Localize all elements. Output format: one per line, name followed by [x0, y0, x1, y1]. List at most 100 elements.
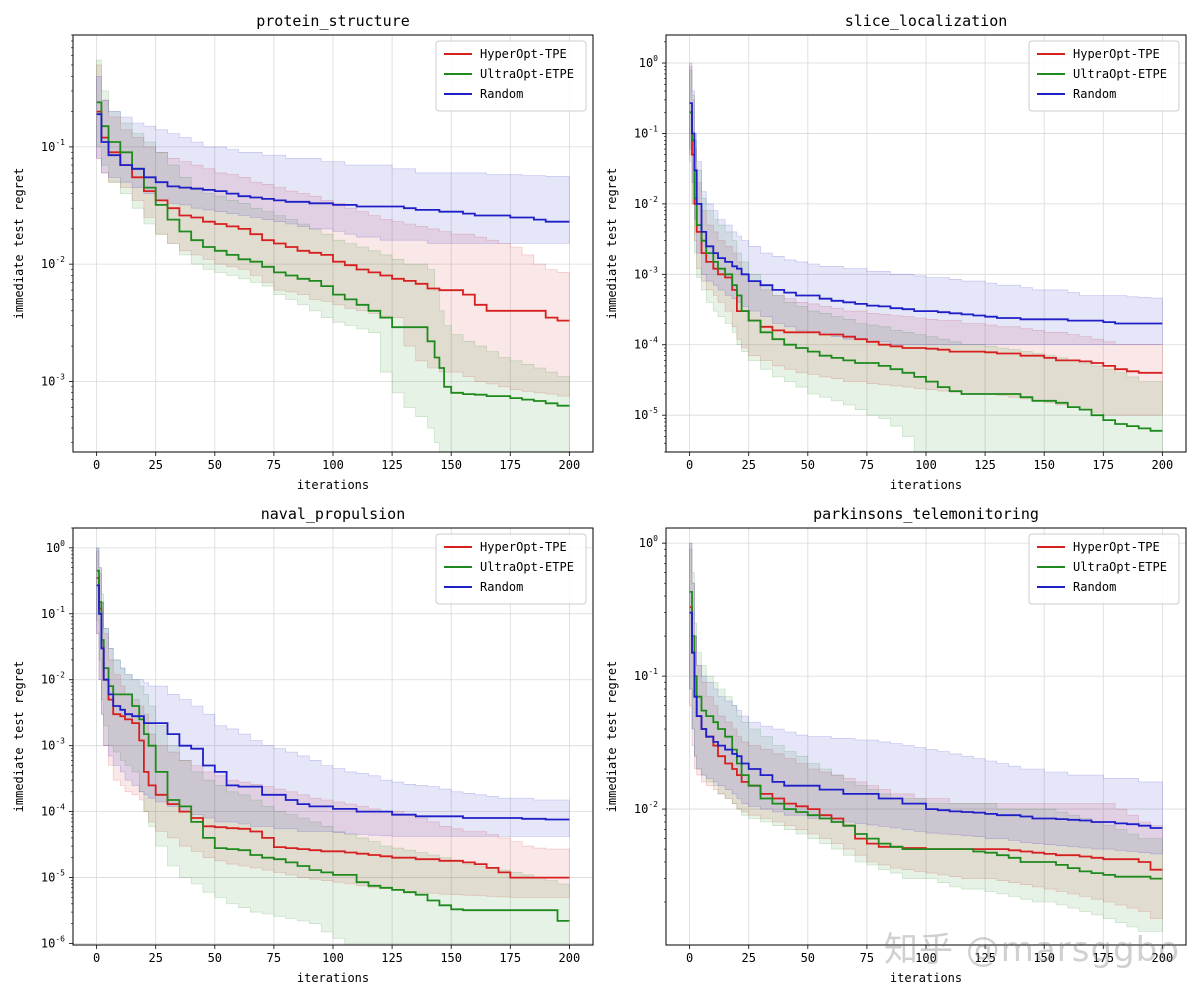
legend-label: HyperOpt-TPE [480, 540, 567, 554]
band-random [96, 76, 570, 244]
x-tick-label: 75 [267, 458, 281, 472]
plot-area [96, 59, 570, 452]
x-tick-label: 0 [686, 951, 693, 965]
series-line-hyperopt-tpe [689, 111, 1163, 374]
x-tick-label: 150 [440, 458, 462, 472]
x-tick-label: 100 [915, 951, 937, 965]
x-tick-label: 50 [208, 458, 222, 472]
band-random [96, 547, 570, 837]
band-ultraopt-etpe [689, 542, 1163, 932]
series-line-random [96, 584, 570, 821]
band-hyperopt-tpe [689, 548, 1163, 919]
x-tick-label: 0 [686, 458, 693, 472]
chart-title: parkinsons_telemonitoring [813, 505, 1039, 523]
x-tick-label: 200 [1152, 951, 1174, 965]
y-tick-label: 10-5 [41, 869, 65, 885]
x-tick-label: 175 [1092, 951, 1114, 965]
legend-box [1028, 40, 1180, 112]
x-tick-label: 175 [499, 951, 521, 965]
series-line-ultraopt-etpe [689, 591, 1163, 880]
x-tick-label: 75 [267, 951, 281, 965]
x-tick-label: 200 [559, 951, 581, 965]
x-tick-label: 25 [742, 951, 756, 965]
chart-panel-protein-structure: 0 25 50 75 100 125 150 175 200 10-3 10-2 10-1 protei… [12, 12, 594, 492]
legend-label: UltraOpt-ETPE [480, 67, 574, 81]
chart-panel-parkinsons-telemonitoring: 0 25 50 75 100 125 150 175 200 10-2 10-1 100 parkins… [605, 505, 1187, 985]
x-tick-label: 25 [149, 458, 163, 472]
plot-area [96, 547, 570, 945]
watermark: 知乎 @marsggbo [884, 930, 1181, 970]
x-tick-label: 50 [801, 458, 815, 472]
y-tick-label: 10-3 [41, 372, 65, 388]
series-line-ultraopt-etpe [96, 101, 570, 407]
chart-panel-slice-localization: 0 25 50 75 100 125 150 175 200 10-5 10-4 10-3 10-2 10… [605, 12, 1187, 492]
legend-label: Random [1073, 87, 1116, 101]
y-tick-label: 10-2 [41, 255, 65, 271]
y-tick-label: 10-2 [634, 195, 658, 211]
x-tick-label: 100 [322, 951, 344, 965]
y-tick-label: 10-5 [634, 406, 658, 422]
y-tick-label: 10-2 [634, 800, 658, 816]
x-tick-label: 0 [93, 951, 100, 965]
x-tick-label: 50 [208, 951, 222, 965]
y-axis-label: immediate test regret [12, 168, 26, 320]
y-tick-label: 10-1 [634, 667, 658, 683]
legend-label: UltraOpt-ETPE [480, 560, 574, 574]
legend-label: Random [1073, 580, 1116, 594]
x-tick-label: 100 [322, 458, 344, 472]
y-tick-label: 100 [639, 54, 658, 70]
legend-label: HyperOpt-TPE [1073, 47, 1160, 61]
series-line-ultraopt-etpe [96, 569, 570, 922]
x-tick-label: 100 [915, 458, 937, 472]
series-line-random [689, 102, 1163, 325]
plot-area [689, 62, 1163, 452]
band-hyperopt-tpe [96, 550, 570, 898]
legend-label: Random [480, 87, 523, 101]
legend: HyperOpt-TPE UltraOpt-ETPE Random [435, 533, 587, 605]
x-tick-label: 75 [860, 458, 874, 472]
band-hyperopt-tpe [689, 65, 1163, 416]
y-tick-label: 10-3 [41, 737, 65, 753]
x-tick-label: 125 [381, 951, 403, 965]
x-axis-label: iterations [297, 478, 369, 492]
chart-title: protein_structure [256, 12, 410, 30]
band-random [689, 542, 1163, 855]
y-tick-label: 10-1 [41, 605, 65, 621]
band-random [689, 62, 1163, 345]
x-tick-label: 125 [381, 458, 403, 472]
x-tick-label: 150 [1033, 458, 1055, 472]
x-tick-label: 25 [149, 951, 163, 965]
chart-panel-naval-propulsion: 0 25 50 75 100 125 150 175 200 10-6 10-5 10-4 10-3 10… [12, 505, 594, 985]
y-axis-label: immediate test regret [12, 661, 26, 813]
y-tick-label: 10-2 [41, 671, 65, 687]
x-tick-label: 50 [801, 951, 815, 965]
x-tick-label: 200 [559, 458, 581, 472]
y-tick-label: 10-3 [634, 265, 658, 281]
series-line-random [689, 611, 1163, 829]
y-tick-label: 10-4 [41, 803, 65, 819]
series-line-random [96, 113, 570, 223]
legend-label: UltraOpt-ETPE [1073, 560, 1167, 574]
y-tick-label: 10-6 [41, 935, 65, 951]
x-tick-label: 25 [742, 458, 756, 472]
legend-label: HyperOpt-TPE [480, 47, 567, 61]
legend: HyperOpt-TPE UltraOpt-ETPE Random [1028, 40, 1180, 112]
legend-label: HyperOpt-TPE [1073, 540, 1160, 554]
y-axis-label: immediate test regret [605, 168, 619, 320]
x-tick-label: 150 [1033, 951, 1055, 965]
x-tick-label: 175 [1092, 458, 1114, 472]
x-tick-label: 175 [499, 458, 521, 472]
y-tick-label: 10-1 [634, 124, 658, 140]
series-line-hyperopt-tpe [96, 110, 570, 322]
y-tick-label: 10-1 [41, 138, 65, 154]
x-tick-label: 125 [974, 458, 996, 472]
chart-title: naval_propulsion [261, 505, 406, 523]
x-tick-label: 200 [1152, 458, 1174, 472]
x-axis-label: iterations [890, 478, 962, 492]
x-axis-label: iterations [890, 971, 962, 985]
x-tick-label: 75 [860, 951, 874, 965]
y-axis-label: immediate test regret [605, 661, 619, 813]
chart-title: slice_localization [845, 12, 1008, 30]
legend: HyperOpt-TPE UltraOpt-ETPE Random [435, 40, 587, 112]
